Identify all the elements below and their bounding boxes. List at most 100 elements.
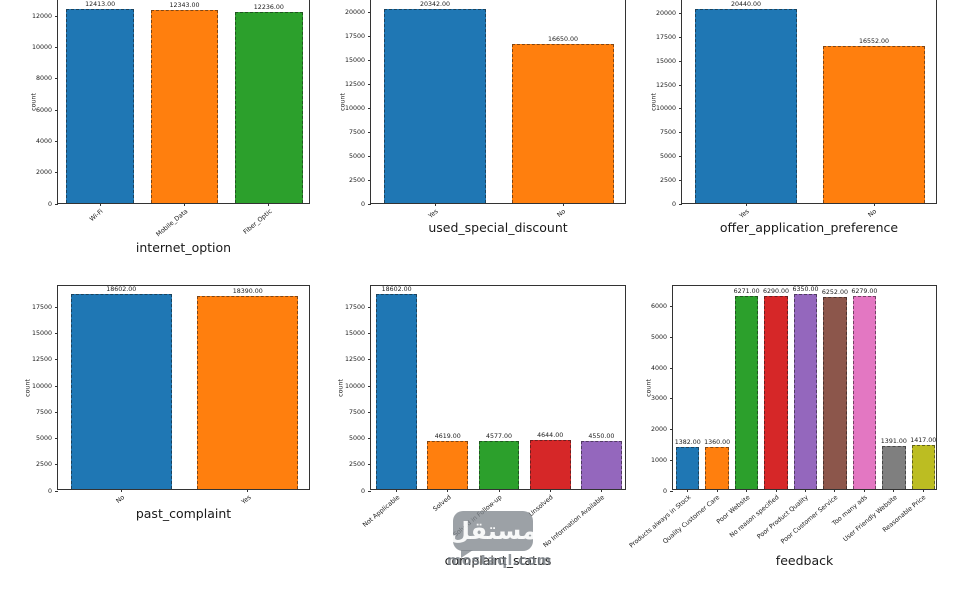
y-tick-label: 15000 [655, 57, 676, 65]
bar [478, 440, 520, 489]
bar-value-label: 4619.00 [434, 432, 461, 440]
y-tick-label: 0 [671, 200, 676, 208]
bar [376, 293, 418, 489]
x-axis-title: past_complaint [135, 506, 232, 521]
y-tick-mark [55, 464, 58, 466]
x-tick-mark [184, 203, 185, 206]
y-tick-mark [368, 333, 371, 335]
bar [70, 293, 172, 489]
y-tick-mark [368, 107, 371, 109]
bar-value-label: 12343.00 [169, 1, 200, 9]
y-tick-label: 10000 [344, 104, 365, 112]
x-tick-mark [834, 489, 836, 492]
y-tick-label: 12500 [655, 81, 676, 89]
y-tick-label: 8000 [35, 75, 52, 83]
y-tick-mark [679, 155, 682, 157]
bar [383, 8, 487, 203]
y-tick-label: 5000 [348, 435, 365, 443]
bar [764, 295, 788, 489]
y-axis-label: count [645, 378, 653, 397]
x-axis-title: feedback [775, 553, 834, 568]
y-tick-label: 17500 [655, 34, 676, 42]
y-tick-label: 5000 [659, 152, 676, 160]
y-tick-mark [368, 359, 371, 361]
y-tick-label: 15000 [31, 330, 52, 338]
bar [694, 8, 798, 203]
y-tick-mark [368, 12, 371, 14]
y-tick-label: 12500 [344, 81, 365, 89]
y-tick-mark [55, 78, 58, 80]
chart-internet-option: count internet_option 0 2000 4000 6000 8000 1… [30, 0, 310, 255]
y-tick-mark [55, 46, 58, 48]
y-tick-mark [670, 459, 673, 461]
bar-value-label: 18602.00 [381, 285, 412, 293]
y-tick-label: 0 [47, 200, 52, 208]
bar-value-label: 1360.00 [704, 439, 731, 447]
x-tick-mark [893, 489, 895, 492]
x-tick-mark [447, 489, 449, 492]
y-tick-mark [368, 36, 371, 38]
bar-value-label: 1382.00 [674, 438, 701, 446]
y-tick-mark [55, 203, 58, 205]
y-tick-label: 10000 [344, 382, 365, 390]
y-tick-mark [55, 385, 58, 387]
bar [705, 447, 729, 489]
bar-value-label: 16552.00 [858, 37, 890, 45]
y-tick-label: 12000 [31, 12, 52, 20]
bar [734, 296, 759, 489]
chart-past-complaint: count past_complaint 0 2500 5000 7500 10000 1… [24, 285, 310, 521]
bar [150, 9, 219, 203]
y-tick-mark [368, 464, 371, 466]
x-tick-mark [746, 489, 748, 492]
y-tick-mark [679, 37, 682, 39]
y-tick-mark [55, 109, 58, 111]
y-tick-label: 4000 [35, 137, 52, 145]
bar-value-label: 12413.00 [85, 0, 116, 8]
bar-value-label: 1391.00 [880, 438, 907, 446]
y-tick-label: 1000 [650, 456, 667, 464]
bar [427, 440, 469, 489]
bar [197, 296, 299, 489]
y-tick-label: 6000 [650, 303, 667, 311]
bar-value-label: 18390.00 [232, 288, 263, 295]
bar-value-label: 1417.00 [910, 437, 937, 445]
bar [882, 446, 906, 489]
y-tick-label: 20000 [655, 10, 676, 18]
y-tick-label: 6000 [35, 106, 52, 114]
x-tick-mark [396, 489, 398, 492]
bar-value-label: 6271.00 [733, 288, 760, 296]
x-tick-mark [434, 203, 436, 206]
y-tick-label: 5000 [35, 435, 52, 443]
y-tick-mark [679, 179, 682, 181]
x-tick-mark [498, 489, 500, 492]
x-axis-title: offer_application_preference [719, 220, 899, 235]
y-tick-mark [670, 490, 673, 492]
x-tick-mark [268, 203, 270, 206]
y-tick-label: 15000 [344, 57, 365, 65]
bar-value-label: 6279.00 [851, 287, 878, 295]
y-tick-label: 0 [360, 200, 365, 208]
x-tick-mark [716, 489, 718, 492]
mostaql-logo-icon: مستقل [449, 511, 537, 558]
y-tick-label: 0 [47, 487, 52, 495]
bar [911, 445, 936, 489]
y-tick-label: 12500 [31, 356, 52, 364]
x-tick-mark [922, 489, 924, 492]
bar-value-label: 18602.00 [106, 285, 137, 293]
bar [675, 446, 700, 489]
bar-value-label: 6350.00 [792, 285, 819, 293]
y-tick-label: 2000 [35, 169, 52, 177]
y-axis-label: count [337, 378, 345, 397]
chart-feedback: count feedback 0 1000 2000 3000 4000 5000 6000… [627, 285, 937, 568]
y-tick-mark [679, 132, 682, 134]
y-tick-mark [55, 172, 58, 174]
y-tick-mark [55, 490, 58, 492]
y-tick-mark [368, 411, 371, 413]
bar [793, 293, 818, 489]
y-tick-label: 12500 [344, 356, 365, 364]
y-tick-label: 5000 [348, 152, 365, 160]
bar-value-label: 4644.00 [537, 432, 564, 440]
bar-value-label: 16650.00 [547, 35, 579, 43]
y-tick-mark [368, 84, 371, 86]
y-tick-mark [368, 490, 371, 492]
